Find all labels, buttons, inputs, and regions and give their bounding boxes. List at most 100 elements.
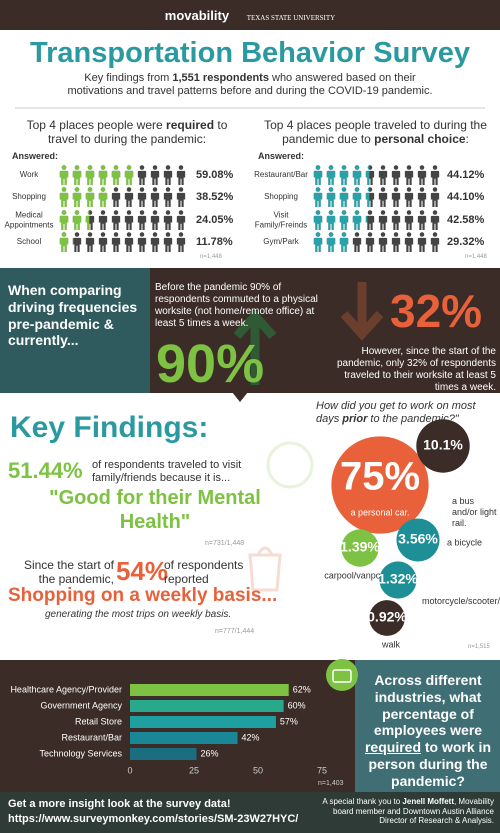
bubble-label: motorcycle/scooter/moped: [422, 596, 500, 606]
key-findings-heading: Key Findings:: [10, 411, 209, 444]
x-tick-label: 75: [317, 765, 327, 775]
mental-quote: "Good for their Mental Health": [49, 487, 261, 533]
person-icon: [404, 232, 414, 252]
person-icon: [313, 187, 323, 207]
question-text: to work in person during the pandemic?: [368, 739, 492, 789]
person-icon: [59, 187, 69, 207]
person-icon: [85, 187, 95, 207]
after-figure: 32%: [390, 285, 483, 337]
person-icon: [352, 187, 362, 207]
value-label: 42%: [242, 732, 260, 742]
question-text: to the pandemic?": [367, 413, 459, 426]
value-label: 11.78%: [196, 236, 233, 248]
x-tick-label: 25: [189, 765, 199, 775]
person-icon: [150, 187, 160, 207]
value-label: 38.52%: [196, 191, 234, 203]
y-tick-label: Government Agency: [40, 700, 122, 710]
person-icon: [150, 210, 160, 230]
person-icon: [313, 165, 323, 185]
bubble: [369, 600, 405, 636]
person-icon: [111, 232, 121, 252]
y-tick-label: Retail Store: [75, 716, 122, 726]
person-icon: [124, 165, 134, 185]
sample-size: n=1,515: [468, 644, 490, 650]
value-label: 26%: [201, 748, 219, 758]
bubble-label: walk: [381, 639, 401, 649]
person-icon: [326, 187, 336, 207]
person-icon: [72, 187, 82, 207]
x-tick-label: 0: [127, 765, 132, 775]
answered: Answered:: [12, 151, 59, 161]
person-icon: [404, 187, 414, 207]
bar: [130, 748, 197, 760]
bubble-value: 1.39%: [340, 539, 380, 555]
briefcase-badge: [326, 659, 358, 691]
x-tick-label: 50: [253, 765, 263, 775]
bubble-label: a bus and/or light rail.: [452, 496, 497, 528]
person-icon: [404, 165, 414, 185]
row-label: Shopping: [264, 192, 298, 202]
person-icon: [98, 232, 108, 252]
bubble: [396, 518, 440, 562]
sample-size: n=1,403: [318, 780, 344, 787]
sample-size: n=731/1,448: [205, 540, 245, 547]
thanks-text: A special thank you to: [322, 797, 403, 806]
personal-heading: Top 4 places people traveled to during t…: [258, 118, 493, 147]
person-icon: [391, 232, 401, 252]
person-icon: [85, 232, 95, 252]
person-icon: [430, 210, 440, 230]
person-icon: [124, 232, 134, 252]
footer-cta: Get a more insight look at the survey da…: [8, 798, 231, 810]
person-icon: [391, 187, 401, 207]
y-tick-label: Restaurant/Bar: [61, 732, 122, 742]
subtitle-emphasis: 1,551 respondents: [172, 72, 269, 84]
person-icon: [59, 165, 69, 185]
heading-text: :: [465, 132, 469, 147]
person-icon: [111, 210, 121, 230]
row-label: Gym/Park: [263, 237, 299, 247]
person-icon: [111, 165, 121, 185]
person-icon: [150, 165, 160, 185]
person-icon: [176, 210, 186, 230]
shopping-headline: Shopping on a weekly basis...: [8, 585, 278, 606]
value-label: 60%: [288, 700, 306, 710]
before-figure: 90%: [156, 334, 265, 394]
person-icon: [124, 187, 134, 207]
person-icon: [417, 165, 427, 185]
top-bar: [0, 0, 500, 30]
person-icon: [163, 232, 173, 252]
logo: movability: [164, 8, 230, 23]
heading-emphasis: required: [166, 118, 215, 132]
person-icon: [378, 187, 388, 207]
person-icon: [417, 187, 427, 207]
person-icon: [176, 187, 186, 207]
value-label: 59.08%: [196, 169, 234, 181]
person-icon: [352, 210, 362, 230]
value-label: 44.12%: [447, 169, 485, 181]
y-tick-label: Healthcare Agency/Provider: [10, 684, 122, 694]
subtitle: Key findings from 1,551 respondents who …: [60, 72, 440, 98]
shopping-figure: 54%: [116, 556, 169, 586]
footer-url[interactable]: https://www.surveymonkey.com/stories/SM-…: [8, 813, 299, 825]
bubble-value: 10.1%: [423, 437, 463, 453]
bar: [130, 684, 289, 696]
person-icon: [163, 187, 173, 207]
footer-thanks: A special thank you to Jenell Moffett, M…: [312, 797, 494, 826]
question-text: How did you get to work on most days: [316, 400, 476, 426]
bubble-value: 1.32%: [378, 571, 418, 587]
industry-panel: [355, 660, 500, 792]
person-icon: [378, 165, 388, 185]
person-icon: [72, 232, 82, 252]
thanks-name: Jenell Moffett: [402, 797, 454, 806]
bubble: [379, 561, 417, 599]
person-icon: [339, 165, 349, 185]
person-icon: [326, 165, 336, 185]
person-icon: [365, 232, 375, 252]
person-icon: [417, 232, 427, 252]
driving-after: However, since the start of the pandemic…: [337, 346, 496, 393]
shopping-lead: Since the start of the pandemic,: [23, 558, 114, 587]
person-icon: [326, 232, 336, 252]
person-icon: [150, 232, 160, 252]
person-icon: [72, 165, 82, 185]
